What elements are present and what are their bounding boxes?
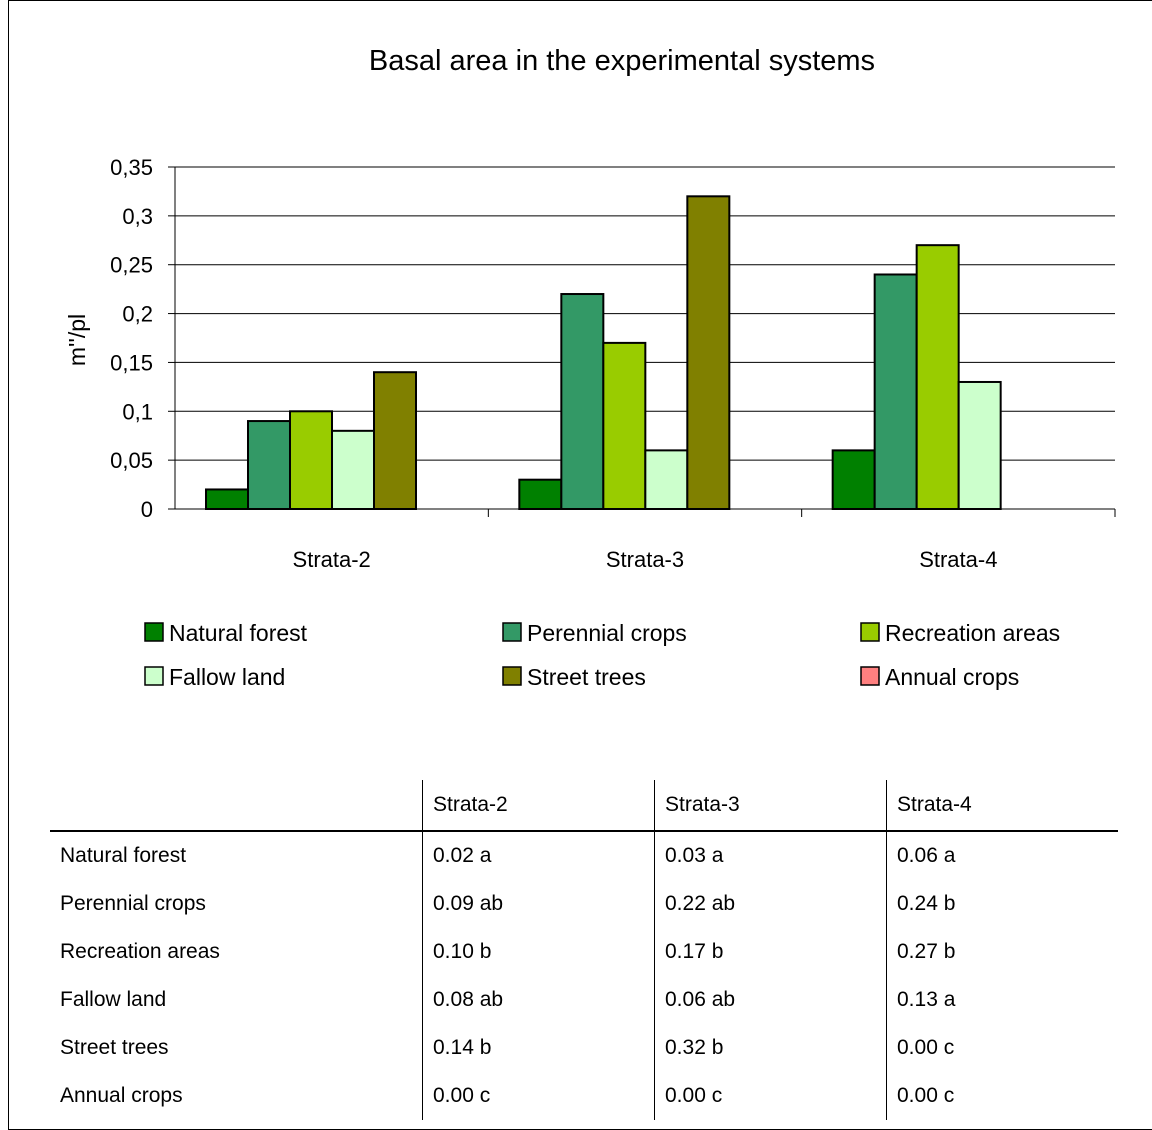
bar — [873, 273, 918, 510]
bar — [644, 449, 689, 510]
x-tick-label: Strata-2 — [293, 547, 371, 572]
legend: Natural forest Perennial crops Recreation … — [144, 620, 1060, 690]
table-cell: 0.17 b — [654, 928, 887, 976]
table-row-label: Street trees — [60, 1036, 169, 1059]
bar — [205, 488, 249, 511]
table-row-label: Recreation areas — [60, 940, 220, 963]
legend-swatch — [502, 666, 522, 686]
legend-swatch — [144, 666, 164, 686]
table-row: Recreation areas 0.10 b 0.17 b 0.27 b — [50, 928, 1118, 976]
bar — [560, 293, 605, 510]
legend-label: Fallow land — [169, 664, 285, 690]
x-tick-labels: Strata-2 Strata-3 Strata-4 — [293, 547, 998, 572]
y-axis-label: m''/pl — [64, 314, 90, 366]
table-cell: 0.09 ab — [422, 880, 655, 928]
table-cell: 0.06 a — [886, 831, 1118, 880]
y-tick-labels: 0 0,05 0,1 0,15 0,2 0,25 0,3 0,35 — [110, 155, 153, 522]
table-header-cell: Strata-2 — [422, 780, 655, 832]
table-cell: 0.22 ab — [654, 880, 887, 928]
table-header-cell: Strata-3 — [654, 780, 887, 832]
table-cell: 0.32 b — [654, 1024, 887, 1072]
table-cell: 0.06 ab — [654, 976, 887, 1024]
table-cell: 0.02 a — [422, 831, 655, 880]
chart-title: Basal area in the experimental systems — [369, 45, 875, 77]
significance-table: Strata-2 Strata-3 Strata-4 Natural fores… — [50, 780, 1118, 1120]
table-row-label: Natural forest — [60, 844, 187, 867]
legend-label: Natural forest — [169, 620, 308, 646]
table-cell: 0.13 a — [886, 976, 1118, 1024]
x-tick-label: Strata-4 — [919, 547, 997, 572]
table-row: Natural forest 0.02 a 0.03 a 0.06 a — [50, 831, 1118, 880]
table-cell: 0.00 c — [886, 1072, 1118, 1120]
bar — [602, 341, 647, 510]
y-tick-label: 0,05 — [110, 448, 153, 473]
bar — [915, 244, 960, 511]
legend-label: Perennial crops — [527, 620, 687, 646]
bars — [205, 195, 1002, 511]
table-cell: 0.00 c — [422, 1072, 655, 1120]
y-tick-label: 0,35 — [110, 155, 153, 180]
bar — [289, 410, 333, 510]
legend-label: Recreation areas — [885, 620, 1060, 646]
legend-label: Street trees — [527, 664, 646, 690]
legend-swatch — [860, 666, 880, 686]
table-row-label: Fallow land — [60, 988, 167, 1011]
bar — [686, 195, 731, 510]
bar-chart: Basal area in the experimental systems m… — [64, 45, 1116, 690]
legend-label: Annual crops — [885, 664, 1019, 690]
table-cell: 0.27 b — [886, 928, 1118, 976]
axes — [168, 166, 1116, 517]
table-header-row: Strata-2 Strata-3 Strata-4 — [50, 780, 1118, 832]
legend-swatch — [860, 622, 880, 642]
y-tick-label: 0 — [141, 497, 153, 522]
table-row: Fallow land 0.08 ab 0.06 ab 0.13 a — [50, 976, 1118, 1024]
y-tick-label: 0,15 — [110, 350, 153, 375]
bar — [957, 380, 1002, 511]
y-tick-label: 0,2 — [122, 302, 153, 327]
table-row-label: Perennial crops — [60, 892, 206, 915]
table-header-cell — [50, 780, 423, 832]
bar — [373, 371, 417, 511]
bar — [331, 429, 375, 511]
table-header-cell: Strata-4 — [886, 780, 1118, 832]
table-row: Street trees 0.14 b 0.32 b 0.00 c — [50, 1024, 1118, 1072]
bar — [831, 449, 876, 510]
table-cell: 0.14 b — [422, 1024, 655, 1072]
table-cell: 0.00 c — [654, 1072, 887, 1120]
table-row: Perennial crops 0.09 ab 0.22 ab 0.24 b — [50, 880, 1118, 928]
table-cell: 0.24 b — [886, 880, 1118, 928]
table-cell: 0.10 b — [422, 928, 655, 976]
table-row-label: Annual crops — [60, 1084, 183, 1107]
y-tick-label: 0,1 — [122, 399, 153, 424]
x-tick-label: Strata-3 — [606, 547, 684, 572]
bar — [518, 478, 563, 510]
legend-swatch — [502, 622, 522, 642]
table-cell: 0.00 c — [886, 1024, 1118, 1072]
y-tick-label: 0,3 — [122, 204, 153, 229]
table-cell: 0.08 ab — [422, 976, 655, 1024]
table-row: Annual crops 0.00 c 0.00 c 0.00 c — [50, 1072, 1118, 1120]
legend-swatch — [144, 622, 164, 642]
bar — [247, 420, 291, 510]
table-cell: 0.03 a — [654, 831, 887, 880]
y-tick-label: 0,25 — [110, 253, 153, 278]
